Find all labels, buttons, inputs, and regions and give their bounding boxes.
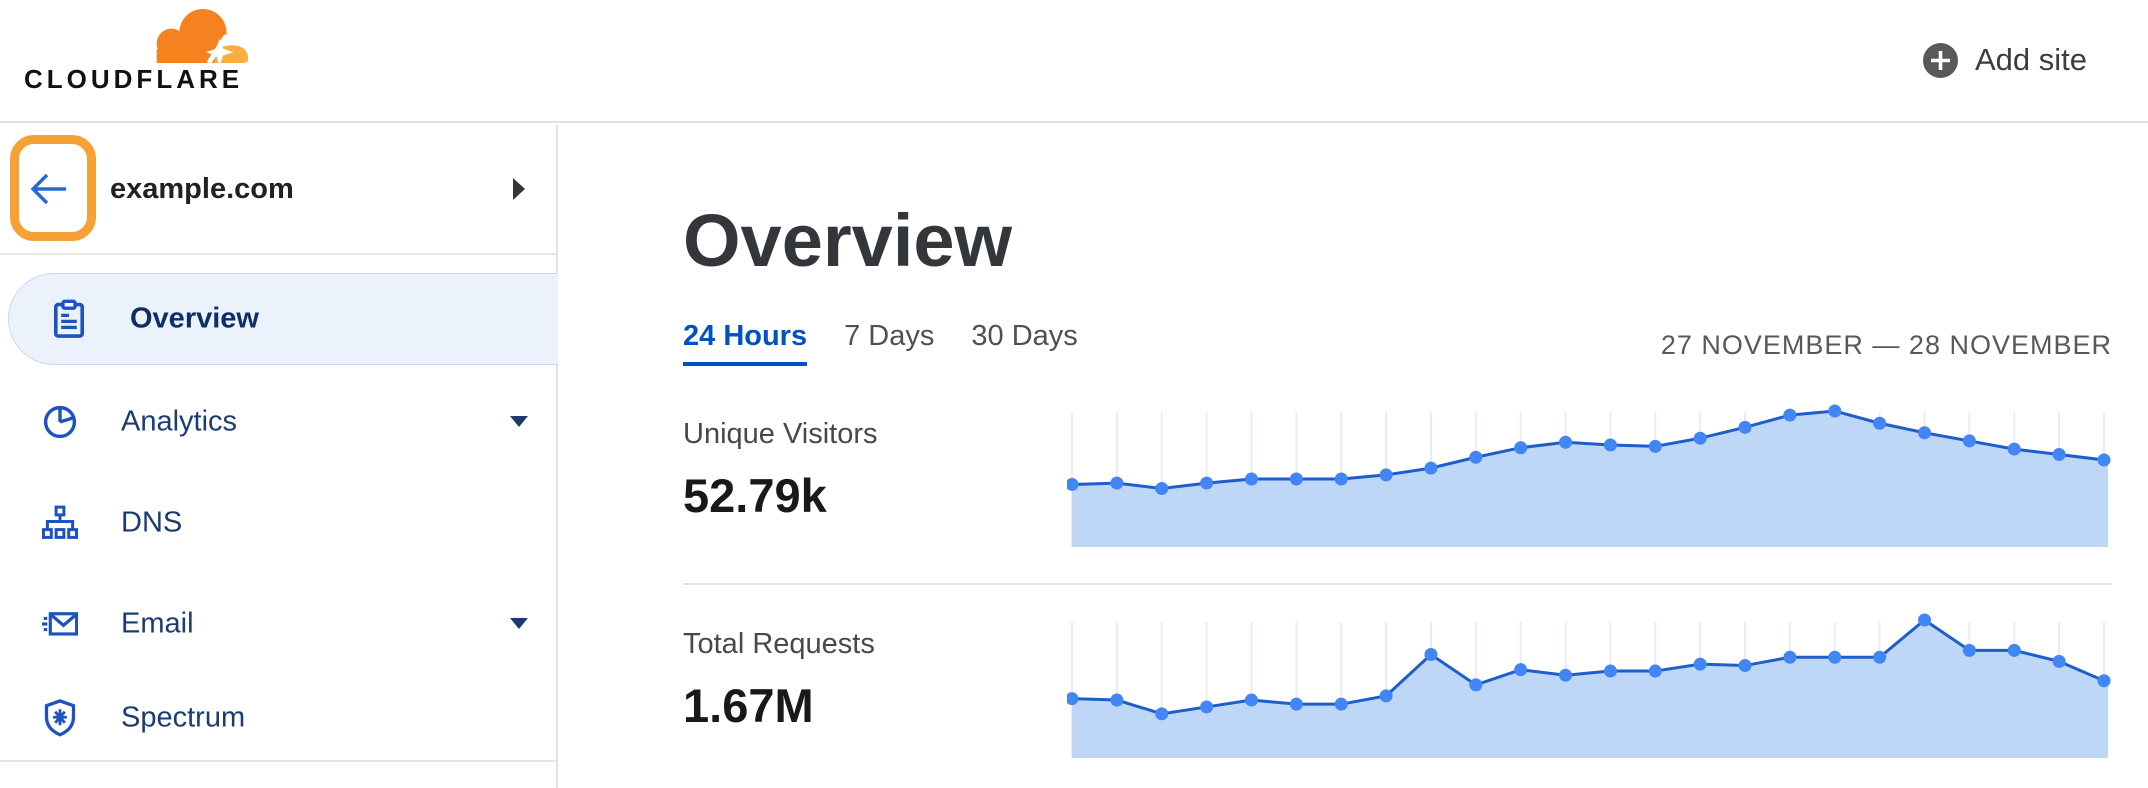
sidebar-item-analytics[interactable]: Analytics (0, 372, 558, 472)
data-point (1289, 472, 1303, 486)
sidebar: example.com Overview Analytics (0, 125, 558, 788)
metric-row-divider (683, 583, 2111, 585)
pie-chart-icon (43, 405, 77, 439)
clipboard-icon (54, 299, 85, 338)
data-points-group (1067, 404, 2111, 496)
back-arrow-icon (30, 173, 66, 205)
data-point (1110, 693, 1124, 707)
data-point (1379, 468, 1393, 482)
sidebar-item-dns[interactable]: DNS (0, 473, 558, 573)
data-point (1828, 404, 1842, 418)
total-requests-chart (1067, 613, 2111, 758)
data-point (1603, 664, 1617, 678)
data-point (1110, 476, 1124, 490)
area-fill (1072, 411, 2108, 547)
data-point (1962, 643, 1976, 657)
data-point (1873, 650, 1887, 664)
data-point (1962, 434, 1976, 448)
data-point (2097, 453, 2111, 467)
data-point (1738, 659, 1752, 673)
logo-wordmark: CLOUDFLARE (24, 64, 244, 94)
envelope-icon (42, 612, 78, 636)
data-point (1067, 477, 1079, 491)
data-point (1379, 689, 1393, 703)
data-point (1155, 482, 1169, 496)
data-point (1067, 692, 1079, 706)
caret-down-icon (510, 416, 528, 427)
add-site-label: Add site (1975, 42, 2088, 77)
data-point (1738, 420, 1752, 434)
data-point (1559, 668, 1573, 682)
data-point (2097, 674, 2111, 688)
sidebar-item-spectrum[interactable]: Spectrum (0, 675, 558, 761)
unique-visitors-chart (1067, 404, 2111, 547)
total-requests-value: 1.67M (683, 679, 814, 732)
sidebar-item-label: Analytics (121, 405, 238, 438)
data-point (1200, 476, 1214, 490)
zone-domain: example.com (110, 173, 294, 205)
sitemap-icon (42, 505, 78, 539)
sidebar-item-label: Spectrum (121, 701, 246, 734)
back-button[interactable] (26, 167, 72, 211)
sidebar-item-email[interactable]: Email (0, 574, 558, 674)
caret-down-icon (510, 618, 528, 629)
data-point (1693, 657, 1707, 671)
page-title: Overview (683, 199, 1013, 282)
shield-icon (44, 699, 76, 737)
tab-24-hours[interactable]: 24 Hours (683, 320, 808, 366)
data-point (1648, 439, 1662, 453)
data-point (1603, 438, 1617, 452)
sidebar-item-label: Overview (130, 302, 259, 335)
chevron-right-icon[interactable] (512, 177, 526, 201)
data-point (1918, 613, 1932, 627)
total-requests-label: Total Requests (683, 628, 875, 660)
data-point (1514, 663, 1528, 677)
plus-circle-icon (1923, 42, 1958, 78)
data-point (1828, 650, 1842, 664)
data-point (1244, 472, 1258, 486)
tab-30-days[interactable]: 30 Days (971, 320, 1078, 352)
data-point (1334, 472, 1348, 486)
data-point (1783, 408, 1797, 422)
data-point (1469, 678, 1483, 692)
data-points-group (1067, 613, 2111, 721)
data-point (1289, 697, 1303, 711)
data-point (1783, 650, 1797, 664)
unique-visitors-value: 52.79k (683, 469, 827, 522)
data-point (1469, 450, 1483, 464)
sidebar-item-overview[interactable]: Overview (8, 273, 558, 365)
tab-7-days[interactable]: 7 Days (844, 320, 935, 352)
top-header: CLOUDFLARE Add site (0, 0, 2148, 123)
time-range-tabs: 24 Hours 7 Days 30 Days (683, 320, 1078, 366)
data-point (2007, 643, 2021, 657)
data-point (1648, 664, 1662, 678)
data-point (2052, 448, 2066, 462)
data-point (1424, 648, 1438, 661)
cloudflare-cloud-icon (156, 8, 249, 63)
data-point (1424, 461, 1438, 475)
data-point (1693, 431, 1707, 445)
zone-selector-row: example.com (0, 125, 556, 255)
data-point (1244, 693, 1258, 707)
data-point (1200, 700, 1214, 714)
add-site-button[interactable]: Add site (1922, 36, 2087, 84)
data-point (1559, 435, 1573, 449)
unique-visitors-label: Unique Visitors (683, 418, 878, 450)
data-point (1514, 441, 1528, 455)
date-range-label: 27 NOVEMBER — 28 NOVEMBER (1660, 330, 2112, 360)
sidebar-item-label: DNS (121, 506, 183, 539)
area-fill (1072, 620, 2108, 758)
data-point (1334, 697, 1348, 711)
sidebar-divider (0, 760, 556, 762)
cloudflare-logo[interactable]: CLOUDFLARE (20, 2, 270, 98)
data-point (2007, 442, 2021, 456)
sidebar-item-label: Email (121, 607, 194, 640)
data-point (2052, 654, 2066, 668)
data-point (1918, 426, 1932, 440)
data-point (1873, 416, 1887, 430)
data-point (1155, 707, 1169, 721)
